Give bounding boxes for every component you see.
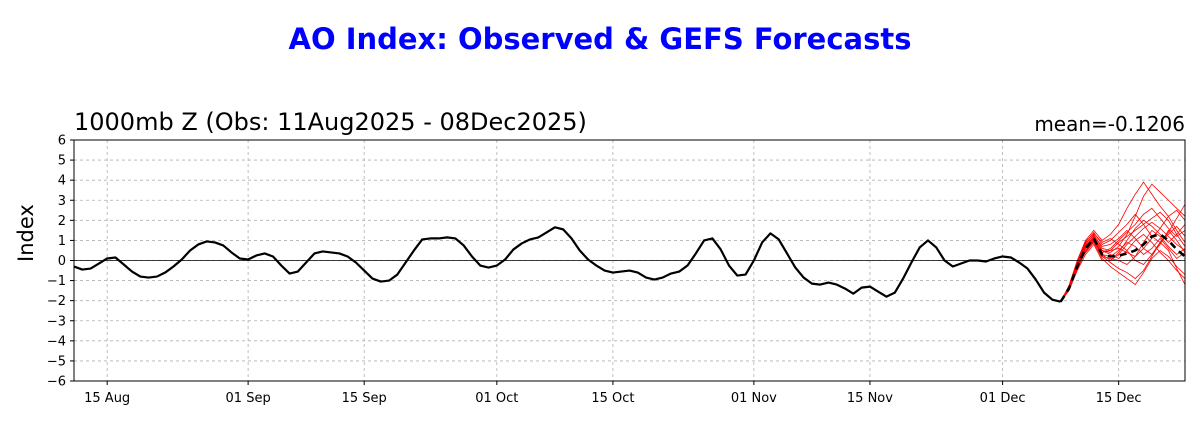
x-tick-label: 15 Oct [591, 391, 634, 406]
ensemble-member-line [1060, 181, 1185, 302]
y-tick-label: −6 [47, 375, 66, 390]
chart-title: AO Index: Observed & GEFS Forecasts [288, 22, 912, 56]
x-tick-label: 01 Dec [980, 391, 1026, 406]
y-tick-label: 0 [58, 254, 66, 269]
y-tick-label: −3 [47, 314, 66, 329]
ensemble-member-line [1060, 203, 1185, 302]
y-tick-label: 4 [58, 174, 66, 189]
y-tick-label: 2 [58, 214, 66, 229]
ensemble-members [1060, 181, 1185, 302]
y-tick-label: 3 [58, 194, 66, 209]
ensemble-member-line [1060, 229, 1185, 302]
y-tick-label: 1 [58, 234, 66, 249]
y-tick-label: −4 [47, 334, 66, 349]
y-tick-label: −1 [47, 274, 66, 289]
x-tick-label: 01 Nov [731, 391, 777, 406]
ensemble-member-line [1060, 219, 1185, 302]
axis-ticks: −6 −5 −4 −3 −2 −1 0 1 2 3 4 5 6 15 Aug 01 Sep 15 Sep 01 … [47, 134, 1142, 407]
ensemble-mean-line [1059, 233, 1185, 303]
mean-stat-label: mean=-0.1206 [1034, 112, 1185, 136]
x-tick-label: 15 Sep [342, 391, 387, 406]
y-tick-label: 5 [58, 154, 66, 169]
x-tick-label: 15 Dec [1096, 391, 1142, 406]
ensemble-member-line [1060, 221, 1185, 302]
observed-line [74, 226, 1061, 303]
x-tick-label: 01 Sep [226, 391, 271, 406]
y-tick-label: −5 [47, 354, 66, 369]
x-tick-label: 15 Nov [847, 391, 893, 406]
ensemble-member-line [1060, 233, 1185, 302]
ensemble-mean-series [1059, 233, 1185, 303]
y-tick-label: −2 [47, 294, 66, 309]
x-tick-label: 01 Oct [475, 391, 518, 406]
chart-subtitle: 1000mb Z (Obs: 11Aug2025 - 08Dec2025) [74, 108, 587, 136]
observed-series [74, 226, 1061, 303]
x-tick-label: 15 Aug [84, 391, 130, 406]
ensemble-member-line [1060, 241, 1185, 302]
ensemble-member-line [1060, 237, 1185, 302]
y-tick-label: 6 [58, 134, 66, 149]
